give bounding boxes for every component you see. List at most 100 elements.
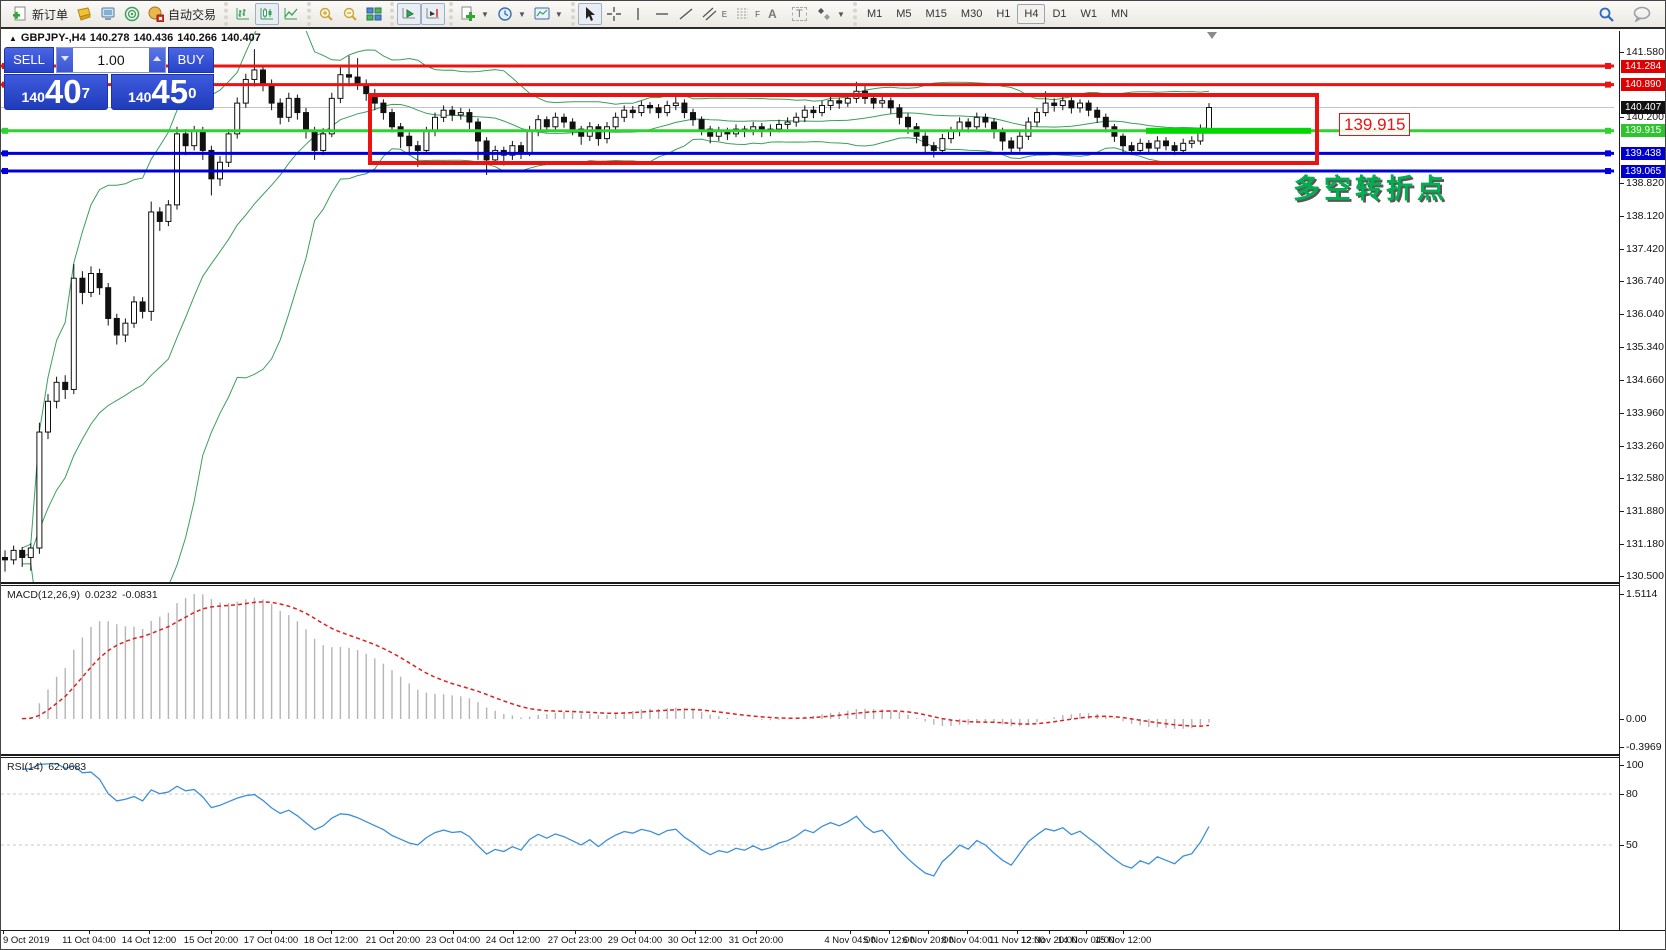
chat-button[interactable] — [1629, 3, 1655, 25]
chevron-down-icon: ▼ — [837, 9, 845, 19]
time-axis-label: 30 Oct 12:00 — [667, 935, 723, 946]
horizontal-line-button[interactable] — [650, 3, 674, 25]
timeframe-button-MN[interactable]: MN — [1104, 4, 1135, 24]
candles — [2, 49, 1212, 572]
equidistant-channel-button[interactable]: E — [698, 3, 731, 25]
macd-indicator-panel — [1, 586, 1619, 754]
tile-windows-button[interactable] — [362, 3, 386, 25]
zoom-in-button[interactable] — [314, 3, 338, 25]
arrows-icon — [816, 6, 832, 22]
buy-price-point: 0 — [188, 85, 197, 102]
text-button[interactable]: A — [764, 3, 788, 25]
chevron-down-icon: ▼ — [554, 9, 563, 19]
time-axis[interactable]: 9 Oct 2019 11 Oct 04:00 14 Oct 12:00 15 Oct… — [1, 930, 1665, 949]
text-label-button[interactable]: T — [788, 3, 812, 25]
price-axis-tick: 141.580 — [1620, 46, 1665, 59]
timeframe-button-M15[interactable]: M15 — [919, 4, 954, 24]
candlestick-chart-button[interactable] — [255, 3, 280, 25]
rsi-panel-splitter[interactable] — [1, 754, 1665, 758]
crosshair-icon — [606, 6, 622, 22]
time-axis-label: 11 Nov 12:00 — [989, 935, 1045, 946]
toolbar-group-indicators: ▼ ▼ ▼ — [449, 2, 570, 26]
fibo-label: F — [755, 9, 761, 19]
chart-shift-icon — [425, 6, 441, 22]
price-axis-tick: 140.200 — [1620, 111, 1665, 124]
timeframe-button-M1[interactable]: M1 — [860, 4, 889, 24]
turning-point-text-annotation[interactable]: 多空转折点 — [1293, 174, 1448, 204]
rsi-axis-label: 100 — [1620, 759, 1665, 772]
indicators-button[interactable]: ▼ — [456, 3, 493, 25]
time-axis-label: 14 Nov 04:00 — [1057, 935, 1115, 946]
consolidation-rectangle-annotation[interactable] — [368, 93, 1319, 165]
sell-button[interactable]: SELL — [4, 47, 54, 73]
sell-price-figure: 140 — [21, 89, 45, 105]
timeframe-button-M30[interactable]: M30 — [954, 4, 989, 24]
new-order-button[interactable]: 新订单 — [8, 3, 72, 25]
volume-down-button[interactable] — [57, 48, 73, 72]
chart-shift-marker[interactable] — [1207, 32, 1217, 39]
auto-scroll-icon — [401, 6, 417, 22]
toolbar-group-zoom — [307, 2, 389, 26]
templates-button[interactable]: ▼ — [530, 3, 567, 25]
signals-button[interactable] — [120, 3, 144, 25]
vertical-line-icon — [630, 6, 646, 22]
volume-up-button[interactable] — [149, 48, 165, 72]
tile-windows-icon — [366, 6, 382, 22]
macd-axis-label: 0.00 — [1620, 713, 1665, 726]
bollinger-middle-band — [22, 103, 1210, 557]
timeframe-button-H1[interactable]: H1 — [989, 4, 1017, 24]
price-level-text-annotation[interactable]: 139.915 — [1339, 113, 1411, 136]
auto-trading-button[interactable]: 自动交易 — [144, 3, 220, 25]
time-axis-label: 14 Oct 12:00 — [121, 935, 177, 946]
time-axis-label: 9 Oct 2019 — [3, 935, 50, 946]
price-axis-tick: 138.820 — [1620, 177, 1665, 190]
channel-label: E — [721, 9, 728, 19]
text-label-icon: T — [792, 7, 807, 21]
collapse-arrow-icon[interactable]: ▲ — [9, 34, 17, 43]
search-button[interactable] — [1594, 3, 1619, 25]
auto-scroll-button[interactable] — [397, 3, 422, 25]
buy-price-display[interactable]: 140 45 0 — [110, 74, 214, 110]
price-axis-tick: 136.740 — [1620, 275, 1665, 288]
fibonacci-button[interactable]: F — [731, 3, 764, 25]
timeframe-button-W1[interactable]: W1 — [1074, 4, 1105, 24]
zoom-out-button[interactable] — [338, 3, 362, 25]
terminal-button[interactable] — [96, 3, 120, 25]
time-axis-label: 6 Nov 20:00 — [902, 935, 954, 946]
buy-price-figure: 140 — [128, 89, 152, 105]
time-axis-label: 11 Oct 04:00 — [62, 935, 116, 946]
chart-shift-button[interactable] — [421, 3, 446, 25]
crosshair-button[interactable] — [602, 3, 626, 25]
trendline-button[interactable] — [674, 3, 698, 25]
bar-chart-icon — [235, 6, 251, 22]
broadcast-icon — [124, 6, 140, 22]
vertical-line-button[interactable] — [626, 3, 650, 25]
volume-input[interactable]: 1.00 — [73, 48, 149, 72]
price-level-label-141.284: 141.284 — [1621, 59, 1665, 73]
toolbar-group-timeframes: M1 M5 M15 M30 H1 H4 D1 W1 MN — [852, 2, 1138, 26]
timeframe-button-H4[interactable]: H4 — [1017, 4, 1046, 24]
rsi-axis-label: 50 — [1620, 839, 1665, 852]
thick-green-segment-annotation[interactable] — [1146, 127, 1311, 134]
time-axis-label: 27 Oct 23:00 — [547, 935, 603, 946]
sell-price-display[interactable]: 140 40 7 — [4, 74, 108, 110]
candlestick-chart-icon — [259, 6, 275, 22]
zoom-in-icon — [318, 6, 334, 22]
price-axis[interactable]: 141.580 140.200 138.820 138.120 137.420 136.7… — [1619, 31, 1665, 949]
price-axis-tick: 131.180 — [1620, 538, 1665, 551]
timeframe-button-D1[interactable]: D1 — [1045, 4, 1073, 24]
bollinger-lower-band — [22, 137, 1210, 582]
cursor-button[interactable] — [577, 3, 602, 25]
arrows-button[interactable]: ▼ — [812, 3, 849, 25]
line-chart-button[interactable] — [279, 3, 303, 25]
toolbar-group-main: 新订单 自动交易 — [5, 2, 223, 26]
periods-button[interactable]: ▼ — [493, 3, 530, 25]
buy-button[interactable]: BUY — [168, 47, 214, 73]
bar-chart-button[interactable] — [231, 3, 255, 25]
time-axis-label: 12 Nov 20:00 — [1020, 935, 1078, 946]
macd-panel-splitter[interactable] — [1, 582, 1665, 586]
depth-of-market-button[interactable] — [72, 3, 96, 25]
text-a-label: A — [768, 7, 777, 21]
horizontal-line-icon — [654, 6, 670, 22]
timeframe-button-M5[interactable]: M5 — [889, 4, 918, 24]
